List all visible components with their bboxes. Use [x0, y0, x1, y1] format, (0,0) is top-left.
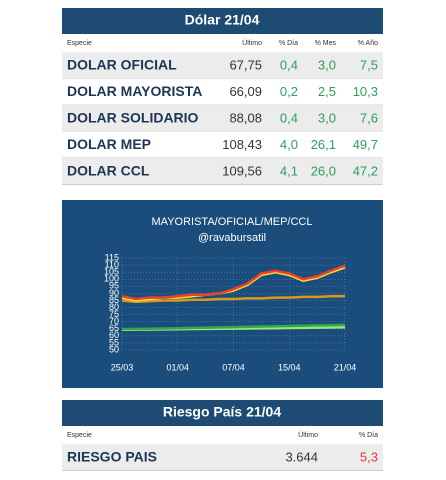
series-line: [121, 323, 346, 331]
y-tick-label: 55: [109, 337, 119, 347]
row-name: DOLAR MEP: [67, 136, 151, 152]
row-name: DOLAR OFICIAL: [67, 57, 177, 73]
cell-value: 88,08: [229, 110, 262, 125]
cell-value: 108,43: [222, 137, 262, 152]
series-line: [121, 264, 346, 301]
column-header: Especie: [67, 432, 92, 439]
dolar-header: [62, 8, 383, 34]
dolar-title: Dólar 21/04: [185, 12, 260, 28]
row-name: RIESGO PAIS: [67, 449, 157, 465]
column-header: % Día: [359, 432, 378, 439]
cell-value: 5,3: [360, 449, 378, 464]
cell-value: 49,7: [353, 137, 378, 152]
column-header: Último: [242, 38, 262, 47]
x-tick-label: 01/04: [166, 362, 189, 372]
row-name: DOLAR MAYORISTA: [67, 83, 202, 99]
table-row: [62, 78, 383, 105]
y-tick-label: 50: [109, 344, 119, 354]
y-tick-label: 95: [109, 281, 119, 291]
x-tick-label: 07/04: [222, 362, 245, 372]
table-row: [62, 444, 383, 471]
column-header: Último: [298, 430, 318, 439]
riesgo-title: Riesgo País 21/04: [163, 404, 282, 420]
cell-value: 2,5: [318, 84, 336, 99]
column-header: % Año: [358, 40, 378, 47]
table-row: [62, 158, 383, 185]
cell-value: 26,0: [311, 163, 336, 178]
cell-value: 7,6: [360, 110, 378, 125]
chart-subtitle: @ravabursatil: [198, 232, 266, 244]
cell-value: 3.644: [285, 449, 318, 464]
y-tick-label: 105: [104, 267, 119, 277]
y-tick-label: 85: [109, 295, 119, 305]
cell-value: 10,3: [353, 84, 378, 99]
y-tick-label: 70: [109, 316, 119, 326]
cell-value: 0,4: [280, 110, 298, 125]
series-line: [121, 294, 346, 304]
x-tick-label: 15/04: [278, 362, 301, 372]
cell-value: 4,0: [280, 137, 298, 152]
y-tick-label: 100: [104, 274, 119, 284]
x-tick-label: 21/04: [334, 362, 357, 372]
y-tick-label: 75: [109, 309, 119, 319]
cell-value: 3,0: [318, 110, 336, 125]
column-header: Especie: [67, 40, 92, 47]
y-tick-label: 90: [109, 288, 119, 298]
y-tick-label: 110: [105, 259, 119, 269]
cell-value: 4,1: [280, 163, 298, 178]
riesgo-header: [62, 400, 383, 426]
table-row: [62, 105, 383, 132]
cell-value: 0,4: [280, 57, 298, 72]
y-tick-label: 80: [109, 302, 119, 312]
table-row: [62, 131, 383, 158]
cell-value: 66,09: [229, 84, 262, 99]
table-row: [62, 52, 383, 79]
cell-value: 7,5: [360, 57, 378, 72]
cell-value: 0,2: [280, 84, 298, 99]
y-tick-label: 60: [109, 330, 119, 340]
cell-value: 109,56: [222, 163, 262, 178]
column-header: % Mes: [315, 40, 337, 47]
cell-value: 47,2: [353, 163, 378, 178]
y-tick-label: 65: [109, 323, 119, 333]
chart-title: MAYORISTA/OFICIAL/MEP/CCL: [152, 216, 313, 228]
cell-value: 67,75: [229, 57, 262, 72]
row-name: DOLAR SOLIDARIO: [67, 110, 199, 126]
y-tick-label: 115: [105, 252, 119, 262]
x-tick-label: 25/03: [111, 362, 134, 372]
column-header: % Día: [279, 40, 298, 47]
cell-value: 26,1: [311, 137, 336, 152]
row-name: DOLAR CCL: [67, 163, 150, 179]
cell-value: 3,0: [318, 57, 336, 72]
